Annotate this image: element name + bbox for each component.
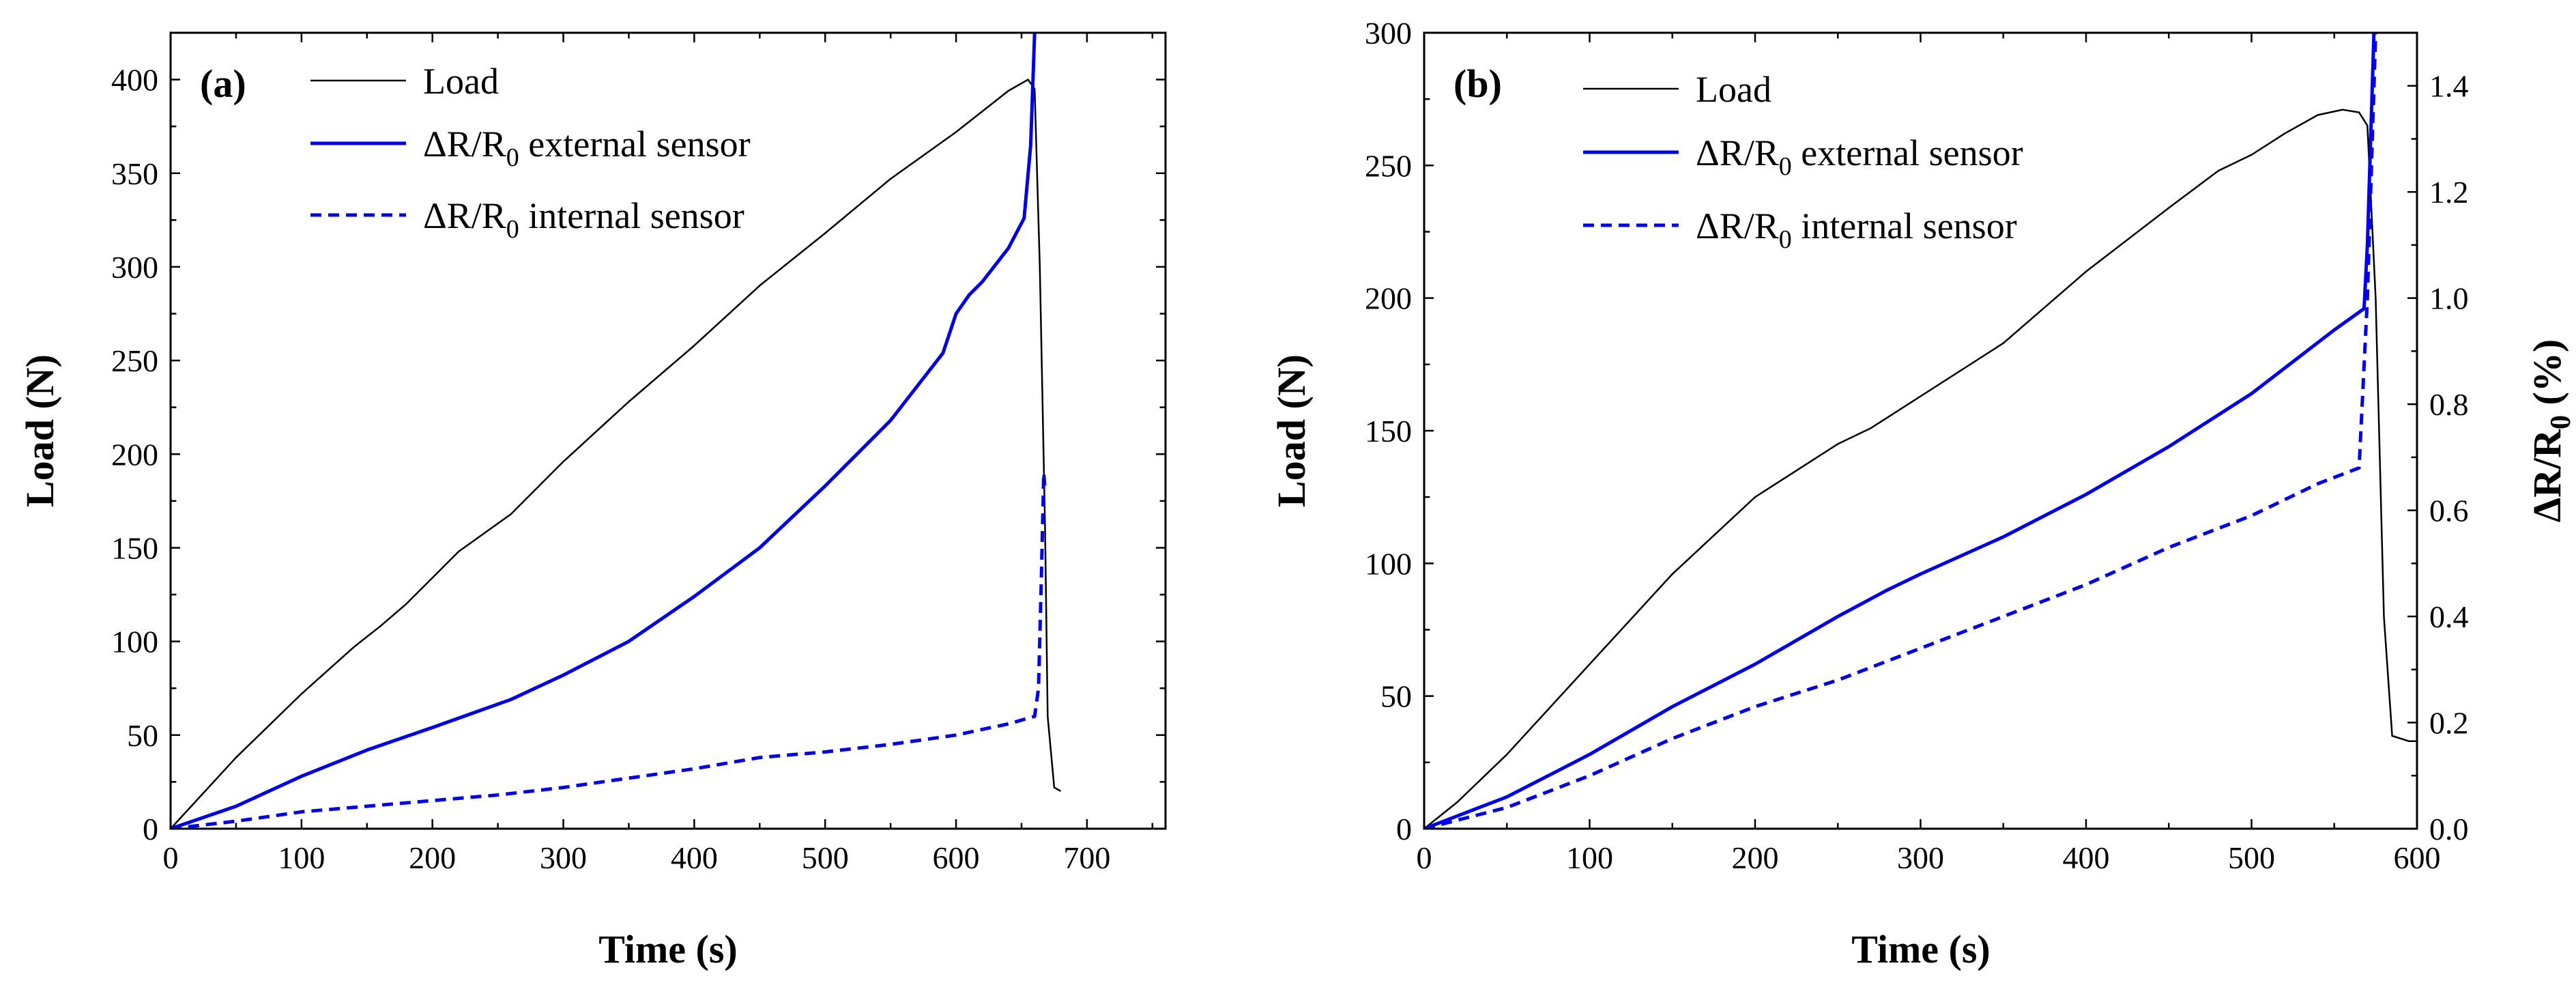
- panel-label: (a): [200, 61, 246, 106]
- y-tick-label: 400: [111, 63, 158, 98]
- y2-tick-label: 0.8: [2429, 387, 2469, 422]
- x-tick-label: 600: [2394, 840, 2441, 875]
- y-tick-label: 200: [111, 437, 158, 472]
- y-tick-label: 300: [1365, 16, 1412, 51]
- x-tick-label: 0: [163, 840, 179, 875]
- legend: Load ΔR/R0 external sensor ΔR/R0 interna…: [310, 61, 751, 244]
- y-tick-label: 300: [111, 250, 158, 285]
- y-tick-label: 0: [143, 812, 158, 846]
- y2-tick-label: 0.0: [2429, 812, 2469, 846]
- x-tick-label: 400: [671, 840, 718, 875]
- legend-label-internal: ΔR/R0 internal sensor: [1696, 205, 2017, 254]
- y2-tick-label: 1.0: [2429, 281, 2469, 316]
- y-tick-label: 250: [111, 343, 158, 378]
- y-tick-label: 0: [1396, 812, 1412, 846]
- series-line-load: [1424, 109, 2417, 829]
- x-tick-label: 200: [1732, 840, 1779, 875]
- x-tick-label: 300: [1897, 840, 1944, 875]
- y2-tick-label: 0.6: [2429, 494, 2469, 528]
- series-line-internal-sensor: [171, 471, 1047, 829]
- x-tick-label: 0: [1417, 840, 1432, 875]
- ticks: 0 100 200 300 400 500 600 0 50 100 150 200 250 300 0.0…: [1365, 16, 2469, 875]
- y-tick-label: 50: [127, 718, 158, 753]
- panel-a: (a) 0 100 200 300 400 500 600 700 0 50 100 150 200 25…: [18, 31, 1167, 971]
- x-tick-label: 500: [802, 840, 849, 875]
- x-tick-label: 100: [278, 840, 325, 875]
- x-tick-label: 300: [540, 840, 587, 875]
- y-tick-label: 350: [111, 156, 158, 191]
- y2-tick-label: 0.4: [2429, 599, 2469, 634]
- panel-label: (b): [1453, 61, 1502, 106]
- x-tick-label: 700: [1063, 840, 1110, 875]
- y-tick-label: 200: [1365, 281, 1412, 316]
- y-tick-label: 50: [1380, 679, 1412, 714]
- legend-label-external: ΔR/R0 external sensor: [1696, 132, 2023, 181]
- x-tick-label: 600: [933, 840, 980, 875]
- y-tick-label: 100: [1365, 546, 1412, 581]
- y-axis-title: Load (N): [1269, 354, 1314, 507]
- x-axis-title: Time (s): [1851, 927, 1991, 971]
- x-tick-label: 100: [1566, 840, 1613, 875]
- y-tick-label: 150: [1365, 414, 1412, 448]
- x-tick-label: 500: [2228, 840, 2275, 875]
- series-line-external-sensor: [171, 33, 1037, 829]
- series-line-external-sensor: [1424, 33, 2376, 829]
- y-axis-title: Load (N): [18, 354, 62, 507]
- series-line-internal-sensor: [1424, 33, 2377, 829]
- x-axis-title: Time (s): [598, 927, 738, 971]
- y2-axis-title: ΔR/R0 (%): [2525, 339, 2576, 522]
- legend-label-external: ΔR/R0 external sensor: [423, 124, 751, 172]
- y2-tick-label: 1.2: [2429, 175, 2469, 210]
- x-tick-label: 200: [409, 840, 456, 875]
- panel-b: (b) 0 100 200 300 400 500 600 0 50 100 150 200 250 30…: [1269, 16, 2576, 971]
- y-tick-label: 150: [111, 530, 158, 565]
- legend-label-load: Load: [1696, 69, 1771, 110]
- series-layer: [1424, 33, 2417, 829]
- x-tick-label: 400: [2063, 840, 2110, 875]
- ticks: 0 100 200 300 400 500 600 700 0 50 100 150 200 250 300…: [111, 31, 1166, 875]
- legend-label-load: Load: [423, 61, 499, 102]
- y-tick-label: 100: [111, 625, 158, 659]
- y-tick-label: 250: [1365, 148, 1412, 183]
- plot-frame: [169, 31, 1167, 830]
- legend-label-internal: ΔR/R0 internal sensor: [423, 195, 744, 244]
- series-line-load: [171, 79, 1062, 829]
- series-layer: [171, 33, 1062, 829]
- y2-tick-label: 1.4: [2429, 69, 2469, 104]
- legend: Load ΔR/R0 external sensor ΔR/R0 interna…: [1583, 69, 2023, 254]
- y2-tick-label: 0.2: [2429, 706, 2469, 741]
